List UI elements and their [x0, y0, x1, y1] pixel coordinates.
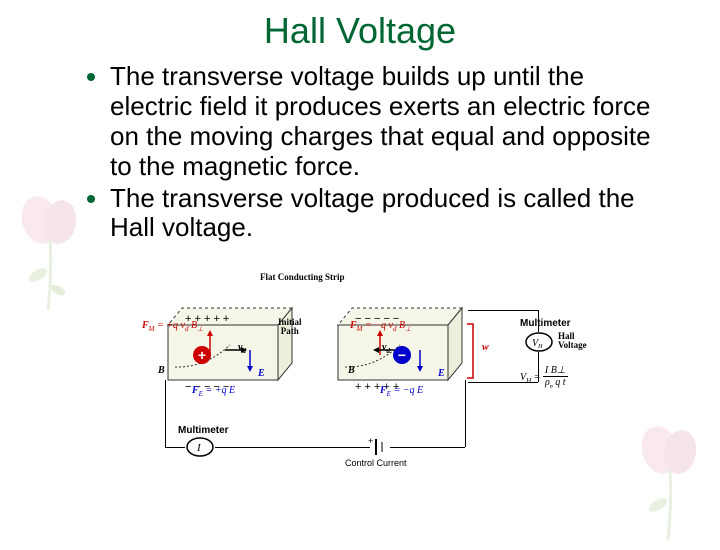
b-left: B	[158, 365, 165, 376]
hall-diagram: Flat Conducting Strip + + + + + − − − − …	[150, 310, 670, 540]
strip-label: Flat Conducting Strip	[260, 272, 345, 282]
initial-path-label: InitialPath	[278, 318, 302, 336]
bullet-1: The transverse voltage builds up until t…	[110, 62, 670, 182]
vd-left: vd	[238, 342, 246, 355]
vd-right: vd	[382, 342, 390, 355]
bullet-list: The transverse voltage builds up until t…	[70, 62, 670, 243]
e-right: E	[438, 368, 445, 379]
hall-voltage-label: HallVoltage	[558, 332, 587, 350]
minus-charge-icon: −	[393, 346, 411, 364]
control-current-label: Control Current	[345, 458, 407, 468]
fm-left-label: FM = +q vd B⊥	[142, 320, 203, 333]
page-title: Hall Voltage	[0, 10, 720, 52]
fe-left-label: FE = +q E	[192, 385, 235, 398]
vh-formula: VH = I B⊥ ρn q t	[520, 365, 568, 391]
multimeter-VH-icon: VH	[525, 332, 553, 352]
plus-charge-icon: +	[193, 346, 211, 364]
fm-right-label: FM = −q vd B⊥	[350, 320, 411, 333]
bullet-2: The transverse voltage produced is calle…	[110, 184, 670, 244]
multimeter-I-icon: I	[185, 437, 215, 457]
e-left: E	[258, 368, 265, 379]
fe-right-label: FE = −q E	[380, 385, 423, 398]
b-right: B	[348, 365, 355, 376]
multimeter-bottom-label: Multimeter	[178, 425, 229, 436]
w-label: w	[482, 342, 489, 353]
battery-icon: +	[368, 436, 394, 458]
svg-text:+: +	[368, 436, 373, 446]
multimeter-right-label: Multimeter	[520, 318, 571, 329]
